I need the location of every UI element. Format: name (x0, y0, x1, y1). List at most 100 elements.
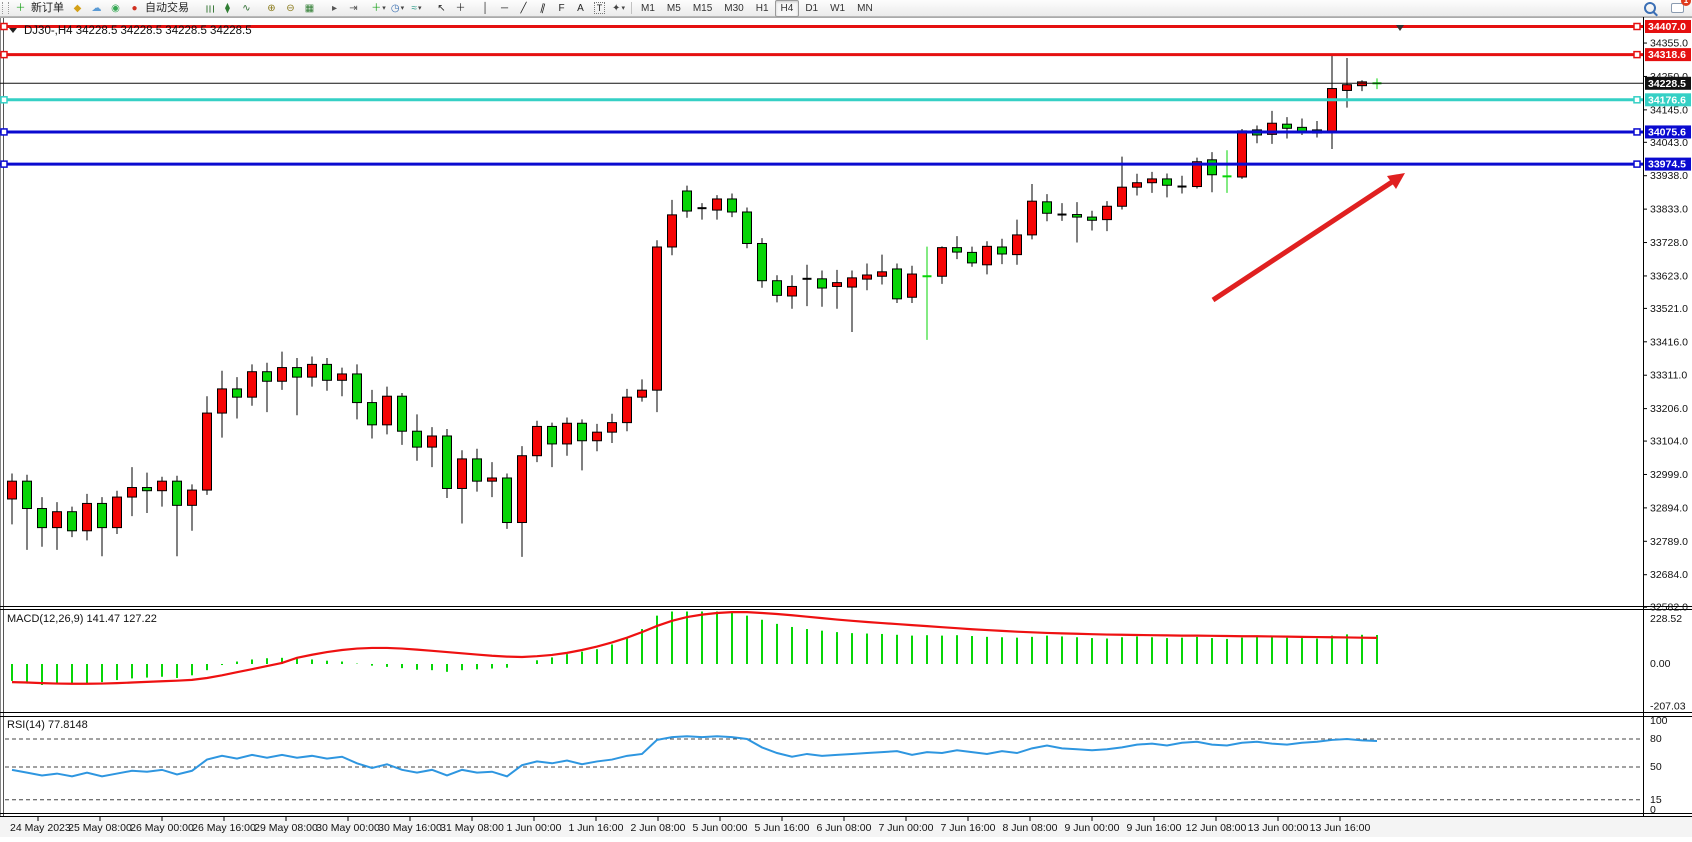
arrows-shapes-button[interactable]: ✦ ▾ (610, 1, 627, 17)
trend-arrow-annotation[interactable] (1211, 173, 1405, 303)
candle-up (7, 480, 17, 500)
community-button[interactable]: ☁ (88, 1, 105, 17)
timeframe-button-h1[interactable]: H1 (755, 2, 769, 14)
chart-canvas[interactable]: 34355.034250.034145.034043.033938.033833… (0, 17, 1692, 837)
timeframe-button-m1[interactable]: M1 (641, 2, 655, 14)
timeframe-button-w1[interactable]: W1 (830, 2, 846, 14)
line-handle[interactable] (1633, 96, 1641, 104)
zoom-in-button[interactable]: ⊕ (263, 1, 280, 17)
horizontal-line-button[interactable]: ─ (496, 1, 513, 17)
candle-down (352, 373, 362, 404)
auto-scroll-button[interactable]: ▸ (326, 1, 343, 17)
candle-up (127, 487, 137, 498)
chart-window[interactable]: 34355.034250.034145.034043.033938.033833… (0, 17, 1692, 837)
line-handle[interactable] (0, 50, 8, 59)
candle-up (1342, 84, 1352, 91)
candlestick-mode-icon: ⧫ (225, 3, 230, 14)
candle-down (547, 425, 557, 445)
bar-chart-mode-button[interactable]: ☰ (200, 1, 217, 17)
chart-shift-button[interactable]: ⇥ (345, 1, 362, 17)
autotrading-icon: ● (131, 3, 138, 14)
candle-up (847, 277, 857, 288)
fibonacci-icon: F (558, 3, 565, 14)
time-tick-label: 1 Jun 00:00 (507, 822, 562, 834)
periods-clock-button[interactable]: ◷ ▾ (389, 1, 406, 17)
candle-up (877, 271, 887, 277)
price-tick-label: 33206.0 (1650, 403, 1688, 415)
line-handle[interactable] (0, 160, 8, 168)
new-order-button[interactable]: ＋ (12, 1, 29, 17)
line-handle[interactable] (0, 128, 8, 136)
toolbar-grip[interactable] (2, 2, 9, 14)
candle-down (682, 190, 692, 212)
search-button[interactable] (1641, 0, 1658, 16)
candle-up (637, 389, 647, 398)
time-tick-label: 31 May 08:00 (440, 822, 504, 834)
candle-down (442, 435, 452, 489)
chart-shift-marker[interactable] (1396, 25, 1404, 31)
line-handle[interactable] (1633, 128, 1641, 136)
candlestick-mode-button[interactable]: ⧫ (219, 1, 236, 17)
candle-up (712, 198, 722, 211)
candle-up (217, 388, 227, 414)
candle-up (487, 477, 497, 482)
timeframe-button-d1[interactable]: D1 (805, 2, 819, 14)
fibonacci-button[interactable]: F (553, 1, 570, 17)
autotrading-label[interactable]: 自动交易 (145, 2, 189, 14)
timeframe-button-m5[interactable]: M5 (666, 2, 681, 14)
chart-header: DJ30-,H4 34228.5 34228.5 34228.5 34228.5 (9, 25, 252, 37)
candle-down (817, 278, 827, 289)
tile-windows-button[interactable]: ▦ (301, 1, 318, 17)
text-label-button[interactable]: T (591, 0, 608, 16)
chart-menu-icon[interactable] (9, 28, 17, 33)
templates-button[interactable]: ≈ ▾ (408, 1, 425, 17)
price-badge-label: 34407.0 (1648, 21, 1686, 33)
new-order-label[interactable]: 新订单 (31, 2, 64, 14)
candle-up (112, 496, 122, 529)
line-handle[interactable] (1633, 160, 1641, 168)
line-handle[interactable] (0, 22, 8, 31)
candle-down (952, 247, 962, 253)
line-chart-mode-button[interactable]: ∿ (238, 1, 255, 17)
line-handle[interactable] (1633, 22, 1641, 31)
timeframe-button-mn[interactable]: MN (857, 2, 873, 14)
candle-up (607, 422, 617, 433)
price-badge-label: 34176.6 (1648, 94, 1686, 106)
zoom-out-icon: ⊖ (286, 3, 295, 14)
text-button[interactable]: A (572, 1, 589, 17)
candle-up (202, 412, 212, 491)
time-tick-label: 13 Jun 16:00 (1310, 822, 1371, 834)
crosshair-button[interactable]: ＋ (452, 1, 469, 17)
price-tick-label: 32789.0 (1650, 536, 1688, 548)
timeframe-button-m30[interactable]: M30 (724, 2, 744, 14)
candle-down (292, 367, 302, 378)
notifications-button[interactable]: 1 (1660, 0, 1691, 16)
candle-up (652, 246, 662, 391)
signals-button[interactable]: ◉ (107, 1, 124, 17)
candle-up (667, 214, 677, 248)
candle-up (1327, 88, 1337, 133)
cursor-button[interactable]: ↖ (433, 1, 450, 17)
indicators-button[interactable]: ＋ ▾ (370, 1, 387, 17)
price-badge-label: 34318.6 (1648, 49, 1686, 61)
main-toolbar: ＋新订单 ◆ ☁ ◉ ● 自动交易 ☰ ⧫ ∿ ⊕ ⊖ ▦ ▸ ⇥ ＋ ▾ ◷ ▾ ≈ ▾ ↖ ＋ │ ─ ╱ ∥ F A T ✦ ▾ M1… (0, 0, 1692, 17)
candle-down (727, 198, 737, 213)
time-tick-label: 6 Jun 08:00 (817, 822, 872, 834)
autotrading-button[interactable]: ● (126, 1, 143, 17)
candle-down (67, 511, 77, 532)
vertical-line-button[interactable]: │ (477, 1, 494, 17)
candle-down (1042, 201, 1052, 214)
time-tick-label: 1 Jun 16:00 (569, 822, 624, 834)
price-tick-label: 33416.0 (1650, 336, 1688, 348)
line-handle[interactable] (1633, 50, 1641, 59)
deposit-button[interactable]: ◆ (69, 1, 86, 17)
zoom-out-button[interactable]: ⊖ (282, 1, 299, 17)
channel-button[interactable]: ∥ (534, 1, 551, 17)
timeframe-button-m15[interactable]: M15 (692, 2, 713, 14)
trendline-button[interactable]: ╱ (515, 1, 532, 17)
indicators-icon: ＋ (371, 3, 382, 14)
timeframe-button-h4[interactable]: H4 (774, 0, 800, 17)
line-handle[interactable] (0, 96, 8, 104)
price-tick-label: 33938.0 (1650, 170, 1688, 182)
